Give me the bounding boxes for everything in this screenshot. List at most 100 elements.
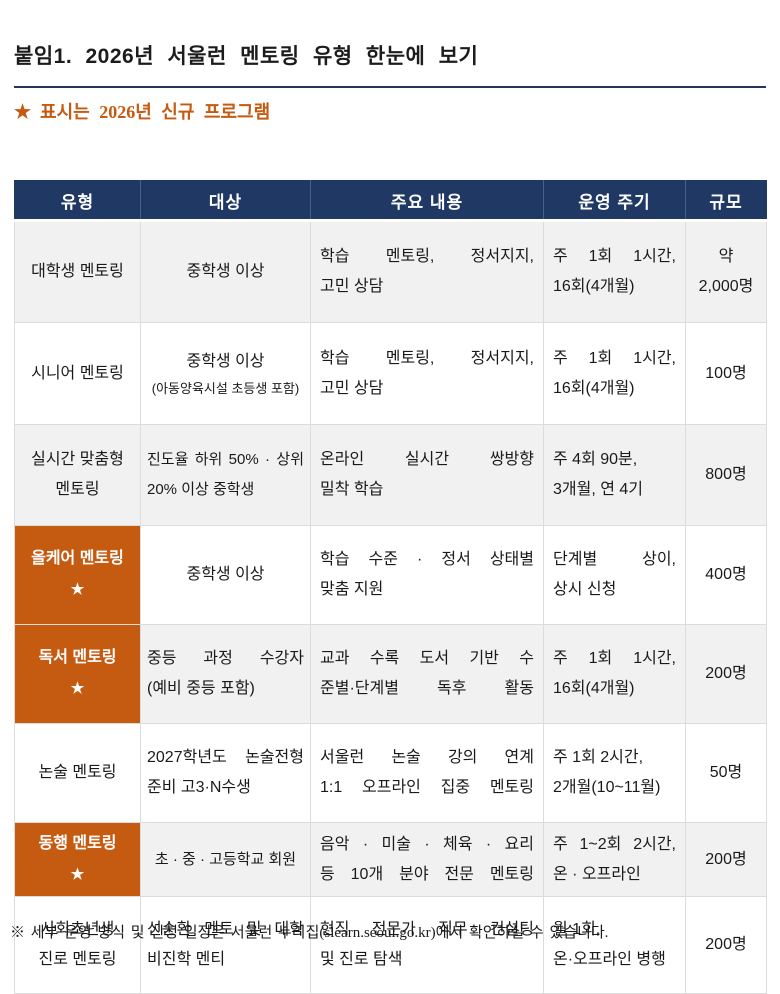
column-header-content: 주요 내용 <box>310 180 544 222</box>
legend-text: 표시는 2026년 신규 프로그램 <box>40 102 271 122</box>
cell-line: 음악 · 미술 · 체육 · 요리 <box>320 835 534 853</box>
cell-line: 고민 상담 <box>320 379 384 397</box>
cell-line: 월 1회, <box>553 921 601 938</box>
cell-target: 중학생 이상 <box>140 525 311 625</box>
cell-target: 중등 과정 수강자 (예비 중등 포함) <box>140 624 311 724</box>
table-row: 실시간 맞춤형 멘토링 진도율 하위 50% · 상위 20% 이상 중학생 온라인… <box>14 424 767 526</box>
cell-scale: 약 2,000명 <box>685 220 767 323</box>
cell-scale: 200명 <box>685 822 767 897</box>
cell-line: 3개월, 연 4기 <box>553 481 644 498</box>
cell-line: 교과 수록 도서 기반 수 <box>320 650 534 667</box>
cell-type: 대학생 멘토링 <box>14 220 141 323</box>
document-page: { "document": { "title": "붙임1. 2026년 서울런… <box>10 45 767 994</box>
cell-type: 시니어 멘토링 <box>14 322 141 425</box>
cell-line: 준별·단계별 독후 활동 <box>320 680 534 697</box>
cell-line: 등 10개 분야 전문 멘토링 <box>320 865 534 883</box>
cell-type: 올케어 멘토링 ★ <box>14 525 141 625</box>
cell-scale: 50명 <box>685 723 767 823</box>
cell-line: 주 1회 1시간, <box>553 349 676 367</box>
cell-content: 서울런 논술 강의 연계 1:1 오프라인 집중 멘토링 <box>310 723 544 823</box>
table-row: 독서 멘토링 ★ 중등 과정 수강자 (예비 중등 포함) 교과 수록 도서 기반 … <box>14 624 767 724</box>
cell-target: 선순환 멘토 및 대학 비진학 멘티 <box>140 896 311 994</box>
cell-type: 사회초년생 진로 멘토링 <box>14 896 141 994</box>
column-header-scale: 규모 <box>685 180 767 222</box>
cell-cycle: 주 1회 1시간, 16회(4개월) <box>543 220 686 323</box>
cell-line: 대학생 멘토링 <box>31 263 124 280</box>
page-title: 붙임1. 2026년 서울런 멘토링 유형 한눈에 보기 <box>14 45 479 68</box>
cell-line: 선순환 멘토 및 대학 <box>147 921 304 938</box>
cell-line: 시니어 멘토링 <box>31 364 124 382</box>
column-header-cycle: 운영 주기 <box>543 180 686 222</box>
table-row: 대학생 멘토링 중학생 이상 학습 멘토링, 정서지지, 고민 상담 주 1회 1… <box>14 220 767 323</box>
table-row: 사회초년생 진로 멘토링 선순환 멘토 및 대학 비진학 멘티 현직 전문가 직무 … <box>14 896 767 994</box>
cell-line: 주 1회 1시간, <box>553 650 676 667</box>
cell-line: 200명 <box>705 936 747 953</box>
cell-scale: 200명 <box>685 624 767 724</box>
cell-content: 현직 전문가 직무 컨설팅 및 진로 탐색 <box>310 896 544 994</box>
cell-line: 단계별 상이, <box>553 551 676 568</box>
cell-line: 밀착 학습 <box>320 481 384 498</box>
column-header-target: 대상 <box>140 180 311 222</box>
new-program-legend: ★ 표시는 2026년 신규 프로그램 <box>14 98 270 124</box>
cell-line: 16회(4개월) <box>553 278 635 295</box>
cell-line: 초 · 중 · 고등학교 회원 <box>154 850 297 868</box>
cell-content: 온라인 실시간 쌍방향 밀착 학습 <box>310 424 544 526</box>
cell-type: 논술 멘토링 <box>14 723 141 823</box>
cell-line: 논술 멘토링 <box>38 764 117 781</box>
cell-scale: 200명 <box>685 896 767 994</box>
cell-type: 독서 멘토링 ★ <box>14 624 141 724</box>
cell-type: 동행 멘토링 ★ <box>14 822 141 897</box>
cell-line: 동행 멘토링 <box>38 834 117 852</box>
cell-content: 학습 수준 · 정서 상태별 맞춤 지원 <box>310 525 544 625</box>
cell-line: 100명 <box>705 364 747 382</box>
cell-scale: 400명 <box>685 525 767 625</box>
cell-line: 주 1~2회 2시간, <box>553 835 676 853</box>
title-divider-line <box>14 86 766 88</box>
cell-content: 학습 멘토링, 정서지지, 고민 상담 <box>310 322 544 425</box>
cell-cycle: 주 1회 1시간, 16회(4개월) <box>543 322 686 425</box>
star-icon: ★ <box>14 102 32 123</box>
cell-line: 현직 전문가 직무 컨설팅 <box>320 921 534 938</box>
mentoring-table: 유형 대상 주요 내용 운영 주기 규모 대학생 멘토링 중학생 이상 학습 멘… <box>14 180 767 994</box>
cell-line: 학습 멘토링, 정서지지, <box>320 248 534 265</box>
table-row: 동행 멘토링 ★ 초 · 중 · 고등학교 회원 음악 · 미술 · 체육 · 요… <box>14 822 767 897</box>
cell-line: 800명 <box>705 466 747 483</box>
cell-line: 진도율 하위 50% · 상위 <box>147 451 304 468</box>
table-row: 올케어 멘토링 ★ 중학생 이상 학습 수준 · 정서 상태별 맞춤 지원 단계별 … <box>14 525 767 625</box>
cell-line: 학습 수준 · 정서 상태별 <box>320 551 534 568</box>
cell-line: (예비 중등 포함) <box>147 680 255 697</box>
cell-line: 독서 멘토링 <box>38 649 117 666</box>
cell-cycle: 주 1회 1시간, 16회(4개월) <box>543 624 686 724</box>
cell-line: 고민 상담 <box>320 278 384 295</box>
cell-type: 실시간 맞춤형 멘토링 <box>14 424 141 526</box>
cell-line: 약 <box>718 248 734 265</box>
cell-cycle: 주 4회 90분, 3개월, 연 4기 <box>543 424 686 526</box>
cell-cycle: 월 1회, 온·오프라인 병행 <box>543 896 686 994</box>
cell-line: 중등 과정 수강자 <box>147 650 304 667</box>
cell-line: 준비 고3·N수생 <box>147 779 251 796</box>
cell-line: 학습 멘토링, 정서지지, <box>320 349 534 367</box>
cell-line: 200명 <box>705 850 747 868</box>
cell-line: 주 1회 2시간, <box>553 749 644 766</box>
cell-line: 중학생 이상 <box>186 352 265 370</box>
cell-cycle: 주 1회 2시간, 2개월(10~11월) <box>543 723 686 823</box>
cell-line: 2,000명 <box>698 278 754 295</box>
cell-scale: 100명 <box>685 322 767 425</box>
cell-line: 50명 <box>709 764 743 781</box>
cell-scale: 800명 <box>685 424 767 526</box>
cell-target: 진도율 하위 50% · 상위 20% 이상 중학생 <box>140 424 311 526</box>
cell-target: 중학생 이상 (아동양육시설 초등생 포함) <box>140 322 311 425</box>
cell-line: 2027학년도 논술전형 <box>147 749 304 766</box>
cell-line: 중학생 이상 <box>186 263 265 280</box>
cell-line: 멘토링 <box>55 481 100 498</box>
column-header-type: 유형 <box>14 180 141 222</box>
cell-line: 1:1 오프라인 집중 멘토링 <box>320 779 534 796</box>
new-program-star: ★ <box>70 865 85 883</box>
table-header: 유형 대상 주요 내용 운영 주기 규모 <box>14 180 767 222</box>
cell-cycle: 주 1~2회 2시간, 온 · 오프라인 <box>543 822 686 897</box>
new-program-star: ★ <box>70 581 85 598</box>
cell-line: 주 4회 90분, <box>553 451 638 468</box>
